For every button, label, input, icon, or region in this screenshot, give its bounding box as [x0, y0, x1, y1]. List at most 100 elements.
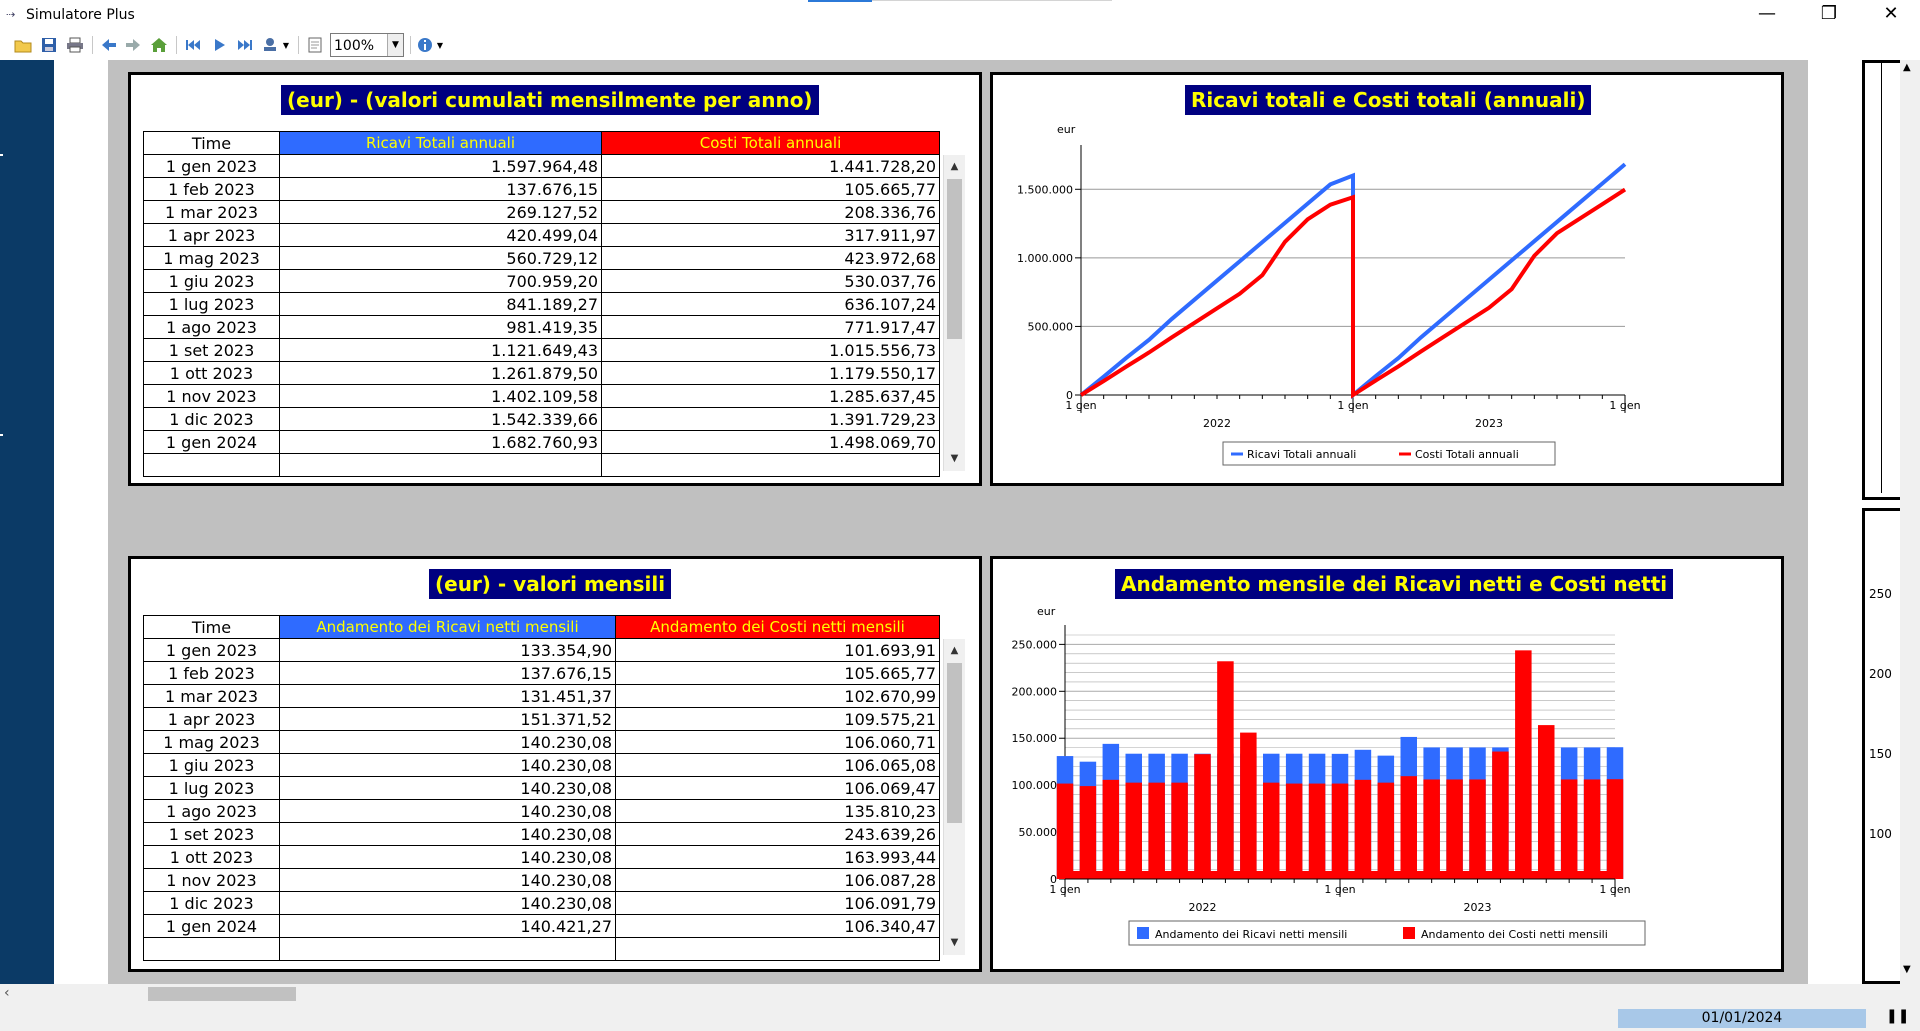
- table-row: 1 dic 2023 1.542.339,66 1.391.729,23: [143, 407, 940, 431]
- time-cell: 1 set 2023: [143, 822, 280, 846]
- time-cell: 1 nov 2023: [143, 384, 280, 408]
- forward-arrow-icon[interactable]: [122, 34, 144, 56]
- main-vertical-scrollbar[interactable]: ▲ ▼: [1900, 60, 1920, 984]
- back-arrow-icon[interactable]: [98, 34, 120, 56]
- value-cell: 1.682.760,93: [279, 430, 602, 454]
- scroll-up-icon[interactable]: ▲: [950, 645, 959, 656]
- cumulative-table-title: (eur) - (valori cumulati mensilmente per…: [281, 85, 819, 115]
- col-costi-mensili: Andamento dei Costi netti mensili: [615, 615, 940, 639]
- value-cell: 981.419,35: [279, 315, 602, 339]
- scroll-up-icon[interactable]: ▲: [1903, 62, 1911, 73]
- year-label: 2023: [1475, 417, 1503, 430]
- value-cell: 140.230,08: [279, 868, 616, 892]
- scroll-thumb[interactable]: [947, 179, 962, 339]
- time-cell: 1 set 2023: [143, 338, 280, 362]
- value-cell: 137.676,15: [279, 177, 602, 201]
- legend-label: Andamento dei Costi netti mensili: [1421, 928, 1608, 941]
- info-icon[interactable]: [414, 34, 436, 56]
- legend-label: Ricavi Totali annuali: [1247, 448, 1356, 461]
- x-tick-label: 1 gen: [1599, 883, 1630, 896]
- page-icon[interactable]: [304, 34, 326, 56]
- print-icon[interactable]: [64, 34, 86, 56]
- table-row: 1 giu 2023 140.230,08 106.065,08: [143, 753, 940, 777]
- table-row: 1 apr 2023 151.371,52 109.575,21: [143, 707, 940, 731]
- user-stamp-icon[interactable]: [260, 34, 282, 56]
- value-cell: 1.391.729,23: [601, 407, 940, 431]
- bar-costi: [1583, 779, 1601, 879]
- y-axis-label: eur: [1057, 123, 1076, 136]
- app-icon: ⇢: [6, 8, 16, 21]
- table-row: 1 set 2023 1.121.649,43 1.015.556,73: [143, 338, 940, 362]
- chevron-down-icon[interactable]: ▼: [387, 34, 403, 56]
- legend-swatch: [1403, 927, 1415, 939]
- time-cell: 1 mar 2023: [143, 684, 280, 708]
- close-button[interactable]: ✕: [1883, 3, 1899, 24]
- value-cell: 133.354,90: [279, 638, 616, 662]
- chevron-down-icon[interactable]: ▼: [436, 40, 444, 50]
- cumulative-table-scrollbar[interactable]: ▲ ▼: [943, 155, 965, 471]
- y-tick-label: 1.500.000: [1017, 183, 1073, 196]
- bar-baseline: [1065, 871, 1615, 879]
- value-cell: 140.230,08: [279, 799, 616, 823]
- time-cell: 1 gen 2023: [143, 638, 280, 662]
- bar-costi: [1217, 661, 1234, 879]
- table-row-empty: [143, 453, 940, 477]
- bar-costi: [1308, 783, 1326, 879]
- scroll-down-icon[interactable]: ▼: [950, 453, 959, 464]
- main-horizontal-scrollbar[interactable]: ‹: [0, 984, 1920, 1004]
- value-cell: 163.993,44: [615, 845, 940, 869]
- time-cell: 1 feb 2023: [143, 177, 280, 201]
- monthly-chart-panel: Andamento mensile dei Ricavi netti e Cos…: [990, 556, 1784, 972]
- save-icon[interactable]: [38, 34, 60, 56]
- bar-costi: [1148, 782, 1165, 879]
- time-cell: 1 mag 2023: [143, 246, 280, 270]
- monthly-chart-title: Andamento mensile dei Ricavi netti e Cos…: [1115, 569, 1674, 599]
- y-tick-label: 0: [1066, 389, 1073, 402]
- value-cell: 269.127,52: [279, 200, 602, 224]
- status-bar: 01/01/2024 ❚❚: [0, 1004, 1920, 1031]
- cumulative-table: Time Ricavi Totali annuali Costi Totali …: [143, 131, 940, 477]
- scroll-up-icon[interactable]: ▲: [950, 161, 959, 172]
- scroll-thumb[interactable]: [148, 987, 296, 1001]
- value-cell: 106.340,47: [615, 914, 940, 938]
- bar-costi: [1446, 779, 1463, 879]
- bar-costi: [1377, 782, 1395, 879]
- scroll-left-icon[interactable]: ‹: [4, 985, 10, 1001]
- bar-costi: [1194, 754, 1211, 879]
- table-row: 1 giu 2023 700.959,20 530.037,76: [143, 269, 940, 293]
- open-folder-icon[interactable]: [12, 34, 34, 56]
- bar-costi: [1240, 732, 1257, 879]
- value-cell: 140.230,08: [279, 845, 616, 869]
- pause-icon[interactable]: ❚❚: [1886, 1008, 1910, 1024]
- time-cell: 1 dic 2023: [143, 407, 280, 431]
- minimize-button[interactable]: —: [1758, 3, 1776, 24]
- scroll-down-icon[interactable]: ▼: [950, 937, 959, 948]
- value-cell: 317.911,97: [601, 223, 940, 247]
- chevron-down-icon[interactable]: ▼: [282, 40, 290, 50]
- x-tick-label: 1 gen: [1049, 883, 1080, 896]
- play-icon[interactable]: [208, 34, 230, 56]
- skip-end-icon[interactable]: [234, 34, 256, 56]
- legend-swatch: [1137, 927, 1149, 939]
- monthly-table-scrollbar[interactable]: ▲ ▼: [943, 639, 965, 955]
- empty-cell: [143, 453, 280, 477]
- restore-button[interactable]: ❐: [1820, 3, 1838, 24]
- value-cell: 423.972,68: [601, 246, 940, 270]
- value-cell: 140.230,08: [279, 822, 616, 846]
- empty-cell: [601, 453, 940, 477]
- x-tick-label: 1 gen: [1324, 883, 1355, 896]
- time-cell: 1 apr 2023: [143, 223, 280, 247]
- home-icon[interactable]: [148, 34, 170, 56]
- skip-start-icon[interactable]: [182, 34, 204, 56]
- bar-costi: [1400, 776, 1417, 879]
- value-cell: 105.665,77: [601, 177, 940, 201]
- empty-cell: [143, 937, 280, 961]
- value-cell: 105.665,77: [615, 661, 940, 685]
- col-ricavi-mensili: Andamento dei Ricavi netti mensili: [279, 615, 616, 639]
- scroll-down-icon[interactable]: ▼: [1903, 964, 1911, 975]
- legend-label: Andamento dei Ricavi netti mensili: [1155, 928, 1347, 941]
- cumulative-chart-title: Ricavi totali e Costi totali (annuali): [1185, 85, 1592, 115]
- scroll-thumb[interactable]: [947, 663, 962, 823]
- value-cell: 109.575,21: [615, 707, 940, 731]
- zoom-select[interactable]: 100% ▼: [330, 33, 404, 57]
